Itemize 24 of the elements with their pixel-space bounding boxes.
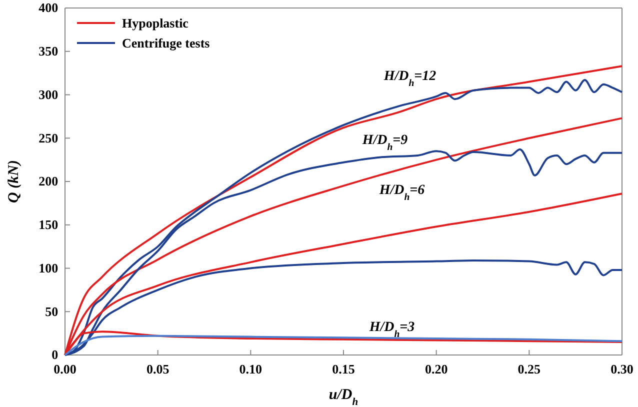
y-tick-label: 200	[38, 174, 58, 189]
x-tick-label: 0.05	[146, 362, 170, 377]
y-tick-label: 150	[38, 217, 58, 232]
x-axis-title: u/D$_{h}$	[328, 387, 358, 407]
legend-label: Hypoplastic	[122, 16, 189, 31]
y-tick-label: 50	[45, 304, 58, 319]
annotation: H/D$_{h}$=6	[378, 183, 425, 202]
y-tick-label: 350	[38, 44, 58, 59]
x-tick-label: 0.10	[239, 362, 262, 377]
annotation: H/D$_{h}$=12	[382, 69, 436, 88]
x-tick-label: 0.15	[332, 362, 356, 377]
y-axis-title: Q (kN)	[6, 160, 22, 203]
y-tick-label: 300	[38, 86, 58, 102]
annotation: H/D$_{h}$=3	[368, 320, 415, 340]
legend-label: Centrifuge tests	[122, 36, 210, 51]
y-tick-label: 250	[38, 130, 58, 146]
x-tick-label: 0.25	[518, 362, 542, 377]
y-tick-label: 400	[38, 0, 58, 16]
annotation: H/D$_{h}$=9	[361, 133, 408, 152]
y-tick-label: 100	[38, 260, 58, 276]
y-tick-label: 0	[52, 347, 58, 362]
x-tick-label: 0.00	[54, 362, 76, 377]
x-tick-label: 0.20	[424, 362, 448, 377]
x-tick-label: 0.30	[610, 362, 634, 377]
